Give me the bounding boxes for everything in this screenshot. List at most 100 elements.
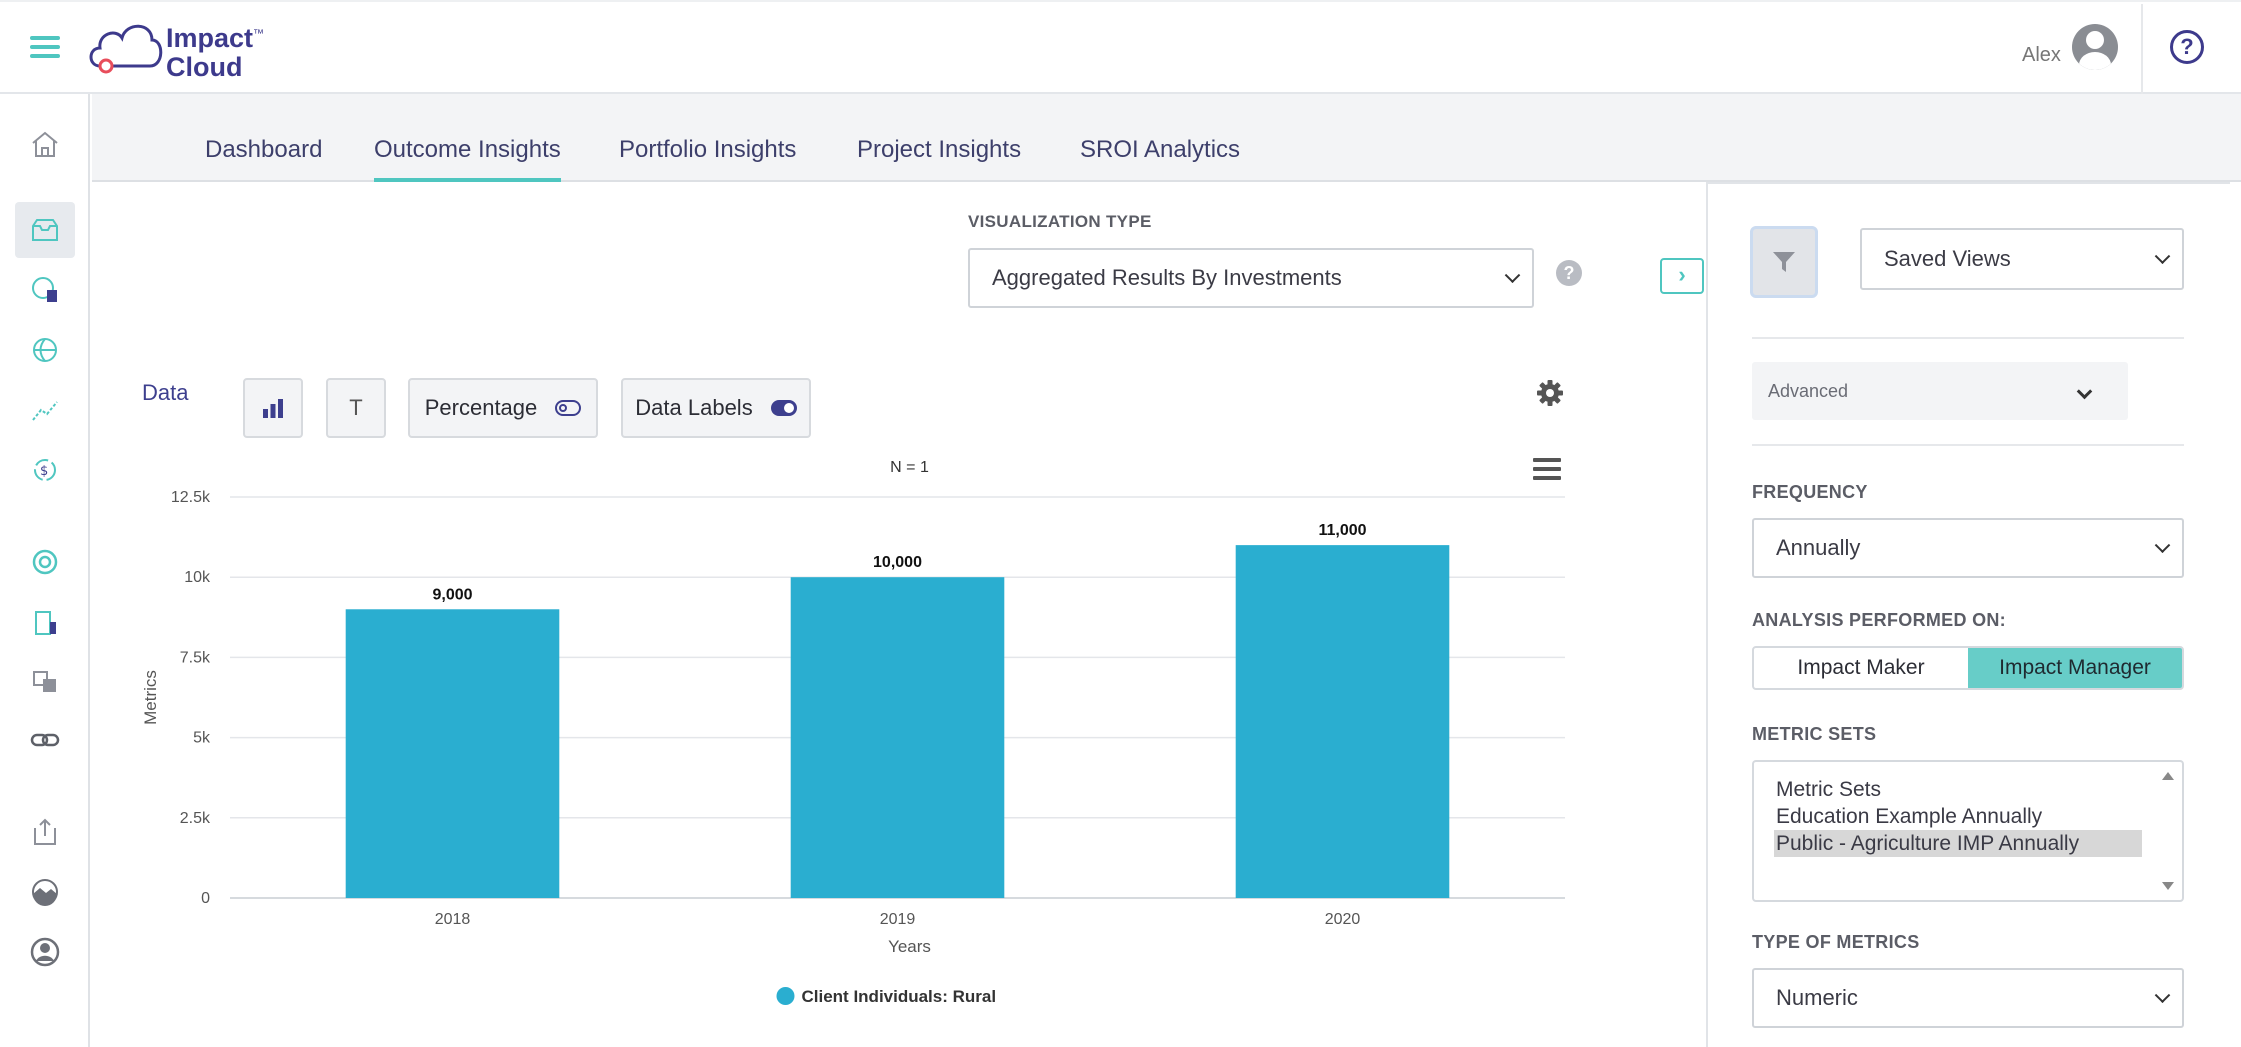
chart-svg: N = 1 0 2.5k 5k 7.5k 10k 12.5k Metrics 9,000 2018…	[141, 459, 1565, 1006]
logo-word-cloud: Cloud	[166, 52, 243, 82]
y-tick-label: 10k	[184, 569, 211, 586]
logo-word-impact: Impact	[166, 23, 254, 53]
data-label: 11,000	[1318, 522, 1366, 539]
y-axis-label: Metrics	[141, 670, 160, 725]
type-of-metrics-select[interactable]: Numeric	[1752, 968, 2184, 1028]
data-labels-toggle[interactable]: Data Labels	[621, 378, 811, 438]
y-tick-label: 5k	[193, 730, 211, 747]
visualization-type-select[interactable]: Aggregated Results By Investments	[968, 248, 1534, 308]
tab-project-insights[interactable]: Project Insights	[857, 136, 1022, 163]
toggle-on-icon	[770, 400, 797, 416]
toggle-off-icon	[555, 400, 582, 416]
bar	[1235, 545, 1450, 898]
metric-set-option[interactable]: Metric Sets	[1776, 778, 1882, 801]
metric-set-option[interactable]: Education Example Annually	[1776, 805, 2043, 828]
bar	[790, 577, 1005, 898]
tab-portfolio-insights[interactable]: Portfolio Insights	[619, 136, 797, 163]
user-circle-icon[interactable]	[15, 924, 75, 980]
chart-menu-icon[interactable]	[1533, 458, 1561, 480]
analysis-segmented-control: Impact Maker Impact Manager	[1752, 646, 2184, 690]
tab-sroi-analytics[interactable]: SROI Analytics	[1080, 136, 1241, 163]
type-of-metrics-label: TYPE OF METRICS	[1752, 932, 1920, 952]
panel-divider	[1752, 337, 2184, 339]
scroll-down-icon[interactable]	[2162, 882, 2174, 890]
globe-icon[interactable]	[15, 322, 75, 378]
header-divider	[2141, 4, 2143, 94]
help-icon[interactable]: ?	[2170, 30, 2204, 64]
svg-text:$: $	[40, 464, 48, 479]
x-tick-label: 2020	[1325, 911, 1361, 928]
data-label: Data	[142, 380, 189, 405]
user-avatar-icon[interactable]	[2072, 24, 2118, 70]
currency-cycle-icon[interactable]: $	[15, 442, 75, 498]
tabs-bar: Dashboard Outcome Insights Portfolio Ins…	[92, 94, 2241, 182]
tab-dashboard[interactable]: Dashboard	[205, 136, 323, 163]
bar-chart-button[interactable]	[243, 378, 303, 438]
visualization-type-value: Aggregated Results By Investments	[992, 265, 1342, 290]
user-name[interactable]: Alex	[2022, 44, 2061, 66]
frequency-label: FREQUENCY	[1752, 482, 1868, 502]
impact-maker-option[interactable]: Impact Maker	[1797, 656, 1925, 679]
data-labels-label: Data Labels	[635, 395, 753, 420]
home-icon[interactable]	[15, 116, 75, 172]
x-tick-label: 2019	[880, 911, 916, 928]
hamburger-menu-icon[interactable]	[30, 36, 60, 58]
impact-manager-option[interactable]: Impact Manager	[1968, 648, 2182, 688]
expand-panel-button[interactable]: ›	[1660, 258, 1704, 294]
data-label: 10,000	[873, 554, 922, 571]
metric-sets-label: METRIC SETS	[1752, 724, 1877, 744]
impact-cloud-logo[interactable]: Impact™ Cloud	[86, 14, 266, 84]
metric-set-option-selected[interactable]: Public - Agriculture IMP Annually	[1774, 830, 2142, 857]
tab-outcome-insights[interactable]: Outcome Insights	[374, 136, 561, 182]
cloud-logo-icon	[89, 24, 163, 74]
metric-sets-listbox[interactable]: Metric Sets Education Example Annually P…	[1752, 760, 2184, 902]
y-tick-label: 7.5k	[180, 649, 211, 666]
filter-button[interactable]	[1750, 226, 1818, 298]
y-tick-label: 2.5k	[180, 810, 211, 827]
logo-trademark: ™	[253, 28, 265, 40]
chart-title: N = 1	[890, 459, 929, 476]
saved-views-value: Saved Views	[1884, 246, 2011, 271]
legend-marker	[776, 987, 795, 1005]
trend-chart-icon[interactable]	[15, 382, 75, 438]
chevron-down-icon	[1504, 267, 1521, 284]
bar-chart-icon	[263, 399, 283, 418]
top-header: Impact™ Cloud Alex ?	[0, 0, 2241, 94]
logo-text: Impact™ Cloud	[166, 20, 264, 82]
translate-icon[interactable]	[15, 654, 75, 710]
bar	[345, 609, 560, 898]
gear-icon[interactable]	[1535, 378, 1565, 408]
advanced-label: Advanced	[1768, 380, 1849, 401]
lifebuoy-icon[interactable]	[15, 534, 75, 590]
filter-icon	[1773, 252, 1795, 272]
filter-panel	[1706, 182, 2230, 1047]
x-tick-label: 2018	[435, 911, 471, 928]
y-tick-label: 12.5k	[171, 489, 211, 506]
y-tick-label: 0	[201, 890, 210, 907]
chevron-down-icon	[2154, 537, 2171, 554]
advanced-toggle[interactable]: Advanced	[1752, 362, 2128, 420]
sidebar-nav: $	[0, 94, 90, 1047]
landscape-icon[interactable]	[15, 864, 75, 920]
analysis-performed-label: ANALYSIS PERFORMED ON:	[1752, 610, 2006, 630]
inbox-icon[interactable]	[15, 202, 75, 258]
scroll-up-icon[interactable]	[2162, 772, 2174, 780]
data-label: 9,000	[432, 586, 472, 603]
report-globe-icon[interactable]	[15, 262, 75, 318]
visualization-type-label: VISUALIZATION TYPE	[968, 212, 1152, 231]
legend-label: Client Individuals: Rural	[802, 987, 997, 1006]
frequency-value: Annually	[1776, 535, 1861, 560]
frequency-select[interactable]: Annually	[1752, 518, 2184, 578]
bar-chart: N = 1 0 2.5k 5k 7.5k 10k 12.5k Metrics 9,000 2018…	[130, 450, 1580, 1020]
saved-views-select[interactable]: Saved Views	[1860, 228, 2184, 290]
building-icon[interactable]	[15, 594, 75, 650]
percentage-toggle[interactable]: Percentage	[408, 378, 598, 438]
table-view-button[interactable]: T	[326, 378, 386, 438]
question-icon[interactable]: ?	[1556, 260, 1582, 286]
chevron-down-icon	[2154, 987, 2171, 1004]
type-of-metrics-value: Numeric	[1776, 985, 1858, 1010]
link-icon[interactable]	[15, 712, 75, 768]
percentage-label: Percentage	[424, 395, 538, 420]
export-icon[interactable]	[15, 804, 75, 860]
panel-divider	[1752, 444, 2184, 446]
